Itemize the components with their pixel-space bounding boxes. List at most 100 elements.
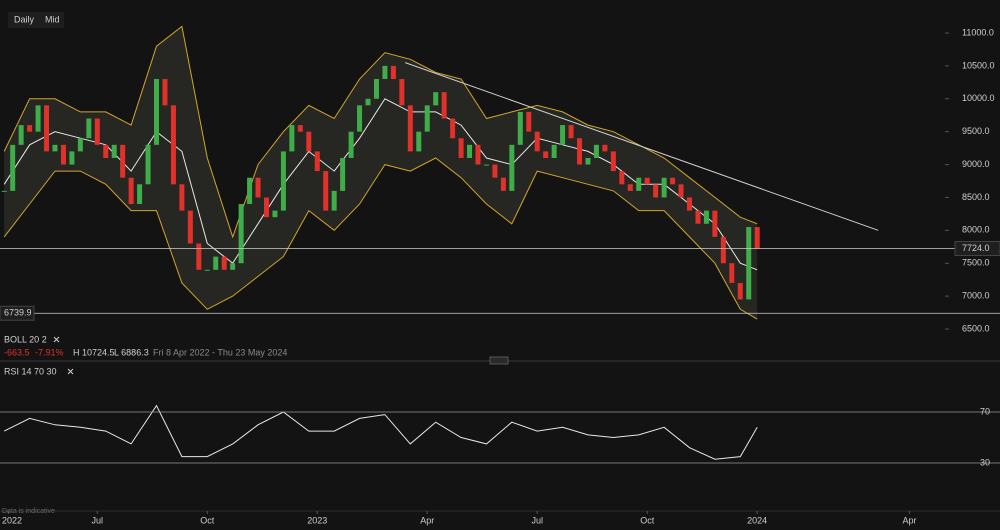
rsi-label: RSI 14 70 30	[4, 366, 57, 376]
candle	[187, 210, 193, 244]
candle	[297, 125, 303, 132]
price-panel	[1, 25, 879, 320]
close-icon[interactable]	[67, 368, 74, 375]
candle	[441, 92, 447, 119]
x-tick-label: 2023	[307, 515, 327, 525]
candle	[467, 144, 473, 158]
candle	[272, 210, 278, 218]
candle	[238, 204, 244, 264]
candle	[221, 256, 227, 270]
candle	[678, 184, 684, 198]
candle	[196, 243, 202, 270]
rsi-line	[3, 404, 758, 460]
y-tick-label: 10000.0	[962, 93, 995, 103]
candle	[644, 177, 650, 185]
low: L 6886.3	[114, 347, 149, 357]
indicator-label: BOLL 20 2	[4, 334, 47, 344]
candle	[314, 151, 320, 172]
candle	[509, 144, 515, 191]
candle	[475, 144, 481, 165]
candle	[103, 144, 109, 158]
candle	[145, 144, 151, 185]
candle	[458, 138, 464, 158]
candle	[720, 236, 726, 264]
candle	[636, 177, 642, 191]
candle	[77, 138, 83, 152]
range: Fri 8 Apr 2022 - Thu 23 May 2024	[153, 347, 287, 357]
candle	[500, 177, 506, 191]
band-lower	[3, 157, 758, 320]
candle	[695, 210, 701, 224]
y-tick-label: 8500.0	[962, 192, 990, 202]
candle	[670, 177, 676, 185]
price-label: 7724.0	[962, 243, 990, 253]
candle	[492, 164, 498, 178]
candle	[94, 118, 100, 145]
x-tick-label: 2024	[747, 515, 767, 525]
resize-handle[interactable]	[489, 356, 509, 365]
trendline	[405, 62, 879, 231]
candle	[517, 111, 523, 145]
x-tick-label: 2022	[2, 515, 22, 525]
footnote: Data is indicative	[2, 508, 55, 515]
candle	[390, 65, 396, 80]
candle	[551, 144, 557, 158]
x-tick-label: Apr	[902, 515, 916, 525]
change: -663.5	[4, 347, 30, 357]
candle	[137, 184, 143, 205]
band-fill	[4, 26, 758, 320]
candle	[661, 177, 667, 198]
candle	[27, 125, 33, 132]
axes: 11000.0 10500.0 10000.0 9500.0 9000.0 8500.0 8…	[0, 27, 1000, 525]
x-tick-label: Jul	[531, 515, 543, 525]
candle	[687, 197, 693, 211]
button[interactable]: Daily	[14, 14, 35, 24]
candle	[348, 131, 354, 158]
candle	[534, 131, 540, 152]
candle	[382, 65, 388, 80]
candle	[289, 125, 295, 152]
price-label: 6739.9	[4, 308, 32, 318]
button[interactable]: Mid	[45, 14, 60, 24]
candle	[179, 184, 185, 211]
candle	[373, 79, 379, 99]
candle	[52, 144, 58, 152]
candle	[213, 256, 219, 270]
candle	[154, 79, 160, 145]
y-tick-label: 10500.0	[962, 60, 995, 70]
candle	[627, 184, 633, 191]
candle	[162, 79, 168, 106]
candle	[44, 105, 50, 152]
x-tick-label: Oct	[200, 515, 215, 525]
candle	[128, 177, 134, 205]
candle	[340, 157, 346, 191]
candle	[577, 138, 583, 165]
candle	[306, 131, 312, 152]
candle	[610, 151, 616, 172]
y-tick-label: 7500.0	[962, 258, 990, 268]
high: H 10724.5	[73, 347, 115, 357]
candle	[263, 197, 269, 218]
candle	[593, 144, 599, 158]
y-tick-label: 7000.0	[962, 290, 990, 300]
candle	[230, 263, 236, 270]
candle	[10, 144, 16, 191]
y-tick-label: 30	[980, 457, 990, 467]
candle	[712, 210, 718, 237]
candle	[703, 210, 709, 224]
candle	[568, 125, 574, 139]
x-tick-label: Oct	[640, 515, 655, 525]
candle	[60, 144, 66, 165]
y-tick-label: 6500.0	[962, 323, 990, 333]
candle	[35, 105, 41, 132]
close-icon[interactable]	[53, 336, 60, 343]
candle	[255, 177, 261, 198]
y-tick-label: 8000.0	[962, 225, 990, 235]
candle	[416, 131, 422, 152]
candle	[280, 151, 286, 211]
y-tick-label: 9500.0	[962, 126, 990, 136]
candle	[18, 125, 24, 145]
x-tick-label: Apr	[420, 515, 434, 525]
